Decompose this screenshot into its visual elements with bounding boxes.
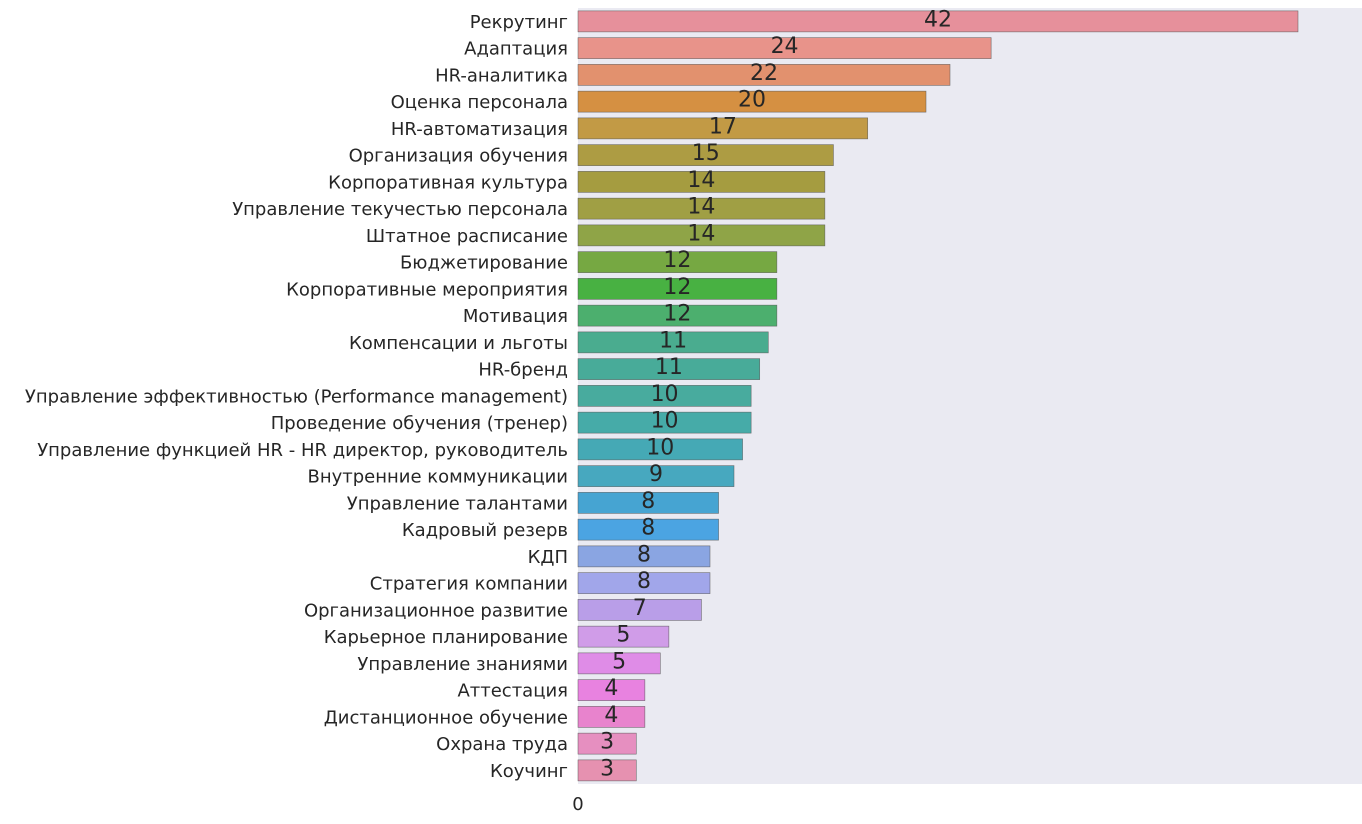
value-label: 17	[709, 114, 737, 139]
bar	[577, 358, 761, 380]
value-label: 12	[663, 302, 691, 327]
value-label: 24	[771, 34, 799, 59]
bars-group	[577, 10, 1299, 782]
value-label: 4	[604, 703, 618, 728]
bar	[577, 224, 826, 247]
category-label: Охрана труда	[436, 734, 568, 755]
bar	[577, 10, 1299, 33]
bar	[577, 37, 992, 59]
value-label: 14	[687, 195, 715, 220]
category-label: Корпоративные мероприятия	[286, 279, 568, 300]
value-label: 22	[750, 61, 778, 86]
value-label: 10	[646, 435, 674, 460]
x-axis-ticks: 0	[572, 794, 583, 815]
bar	[577, 706, 646, 728]
value-label: 15	[692, 141, 720, 166]
bar	[577, 465, 735, 487]
category-label: Дистанционное обучение	[324, 707, 568, 728]
value-label: 7	[633, 596, 647, 621]
bar	[577, 385, 752, 407]
category-label: Управление эффективностью (Performance m…	[25, 386, 568, 407]
category-label: Карьерное планирование	[324, 627, 568, 648]
category-label: Управление функцией HR - HR директор, ру…	[37, 440, 568, 461]
value-label: 42	[924, 7, 952, 32]
bar	[577, 759, 637, 782]
bar	[577, 732, 637, 755]
bar	[577, 90, 927, 113]
value-label: 3	[600, 756, 614, 781]
x-tick-label: 0	[572, 794, 583, 815]
bar	[577, 679, 646, 701]
category-label: Оценка персонала	[391, 92, 568, 113]
value-label: 11	[659, 328, 687, 353]
category-label: КДП	[528, 547, 568, 568]
category-label: Рекрутинг	[470, 12, 568, 33]
value-label: 5	[612, 649, 626, 674]
category-label: HR-автоматизация	[391, 119, 568, 140]
category-label: Компенсации и льготы	[349, 333, 568, 354]
value-label: 14	[687, 168, 715, 193]
value-label: 20	[738, 88, 766, 113]
bar	[577, 545, 711, 568]
category-label: Стратегия компании	[370, 574, 568, 595]
value-label: 12	[663, 248, 691, 273]
value-label: 10	[651, 382, 679, 407]
category-label: Мотивация	[463, 306, 568, 327]
bar	[577, 411, 752, 434]
bar	[577, 144, 834, 166]
bar	[577, 304, 778, 327]
category-label: Бюджетирование	[400, 253, 568, 274]
category-label: Коучинг	[490, 761, 568, 782]
bar	[577, 518, 719, 541]
category-label: Управление талантами	[347, 493, 568, 514]
value-label: 8	[641, 489, 655, 514]
bar	[577, 171, 826, 193]
bar	[577, 652, 661, 675]
value-label: 9	[649, 462, 663, 487]
category-label: Аттестация	[457, 681, 568, 702]
category-label: HR-аналитика	[435, 65, 568, 86]
category-label: Внутренние коммуникации	[308, 467, 569, 488]
value-label: 12	[663, 275, 691, 300]
value-label: 4	[604, 676, 618, 701]
value-labels: 4224222017151414141212121111101010988887…	[600, 7, 952, 781]
bar	[577, 117, 869, 140]
category-label: Корпоративная культура	[328, 172, 568, 193]
bar	[577, 572, 711, 594]
bar	[577, 438, 743, 461]
category-label: Управление знаниями	[357, 654, 568, 675]
value-label: 3	[600, 730, 614, 755]
category-label: Управление текучестью персонала	[232, 199, 568, 220]
value-label: 8	[637, 569, 651, 594]
category-label: Проведение обучения (тренер)	[271, 413, 568, 434]
category-labels: Рекрутинг Адаптация HR-аналитика Оценка пер…	[25, 12, 568, 782]
value-label: 8	[641, 516, 655, 541]
category-label: Организация обучения	[349, 146, 568, 167]
bar	[577, 492, 719, 514]
value-label: 14	[687, 221, 715, 246]
bar	[577, 625, 670, 648]
value-label: 11	[655, 355, 683, 380]
value-label: 8	[637, 542, 651, 567]
bar	[577, 599, 702, 621]
category-label: HR-бренд	[478, 360, 568, 381]
category-label: Кадровый резерв	[402, 520, 568, 541]
category-label: Штатное расписание	[366, 226, 568, 247]
bar	[577, 251, 778, 273]
bar	[577, 278, 778, 300]
category-label: Адаптация	[464, 39, 568, 60]
bar	[577, 331, 769, 354]
category-label: Организационное развитие	[304, 600, 568, 621]
value-label: 10	[651, 409, 679, 434]
bar	[577, 197, 826, 220]
bar	[577, 64, 951, 86]
value-label: 5	[616, 623, 630, 648]
